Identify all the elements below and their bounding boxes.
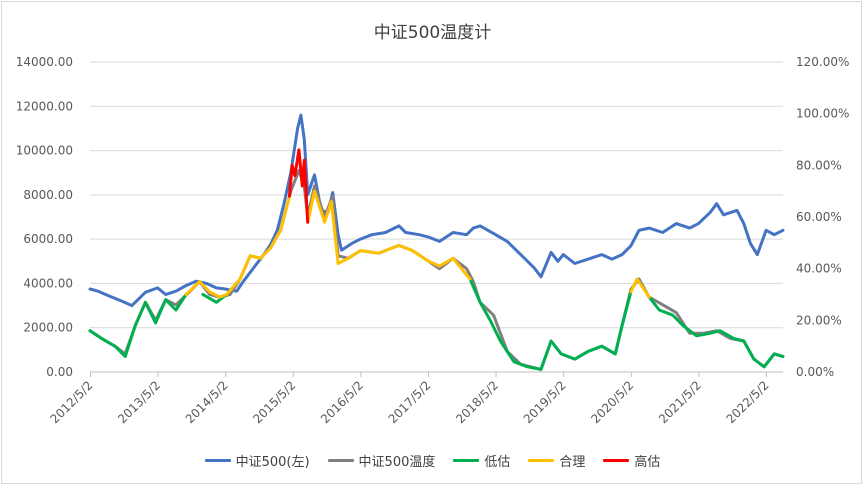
y-left-tick-label: 10000.00 <box>16 144 73 158</box>
legend-swatch <box>528 459 555 462</box>
series-line <box>184 189 651 299</box>
x-tick-label: 2020/5/2 <box>588 378 636 426</box>
legend-entry: 合理 <box>528 451 585 470</box>
y-left-tick-label: 14000.00 <box>16 55 73 69</box>
legend-label: 中证500温度 <box>358 455 436 470</box>
x-tick-label: 2021/5/2 <box>656 378 704 426</box>
y-right-tick-label: 40.00% <box>796 262 842 276</box>
legend-entry: 中证500(左) <box>204 451 310 470</box>
legend-label: 低估 <box>484 455 511 470</box>
legend-label: 中证500(左) <box>235 455 310 470</box>
x-tick-label: 2018/5/2 <box>453 378 501 426</box>
x-tick-label: 2013/5/2 <box>115 378 163 426</box>
series-line <box>287 148 310 224</box>
x-tick-label: 2017/5/2 <box>386 378 434 426</box>
legend-entry: 中证500温度 <box>327 451 436 470</box>
y-left-tick-label: 12000.00 <box>16 99 73 113</box>
x-tick-label: 2019/5/2 <box>521 378 569 426</box>
legend-label: 高估 <box>634 455 661 470</box>
chart-legend: 中证500(左) 中证500温度 低估 合理 高估 <box>0 451 865 470</box>
x-tick-label: 2012/5/2 <box>48 378 96 426</box>
legend-label: 合理 <box>559 455 586 470</box>
y-left-tick-label: 6000.00 <box>23 232 73 246</box>
series-line <box>88 113 785 308</box>
chart-title: 中证500温度计 <box>373 23 492 43</box>
y-left-tick-label: 8000.00 <box>23 188 73 202</box>
legend-swatch <box>453 459 480 462</box>
y-left-tick-label: 2000.00 <box>23 321 73 335</box>
y-left-tick-label: 4000.00 <box>23 276 73 290</box>
y-right-tick-label: 20.00% <box>796 313 842 327</box>
x-tick-label: 2015/5/2 <box>250 378 298 426</box>
y-right-tick-label: 0.00% <box>796 365 834 379</box>
series-line <box>88 169 785 371</box>
legend-entry: 高估 <box>603 451 660 470</box>
y-right-tick-label: 80.00% <box>796 158 842 172</box>
x-tick-label: 2016/5/2 <box>318 378 366 426</box>
legend-swatch <box>603 459 630 462</box>
y-right-tick-label: 100.00% <box>796 107 849 121</box>
y-right-tick-label: 60.00% <box>796 210 842 224</box>
x-tick-label: 2014/5/2 <box>183 378 231 426</box>
series-line <box>88 277 785 371</box>
legend-swatch <box>204 459 231 462</box>
legend-swatch <box>327 459 354 462</box>
x-tick-label: 2022/5/2 <box>724 378 772 426</box>
y-right-tick-label: 120.00% <box>796 55 849 69</box>
legend-entry: 低估 <box>453 451 510 470</box>
y-left-tick-label: 0.00 <box>46 365 73 379</box>
